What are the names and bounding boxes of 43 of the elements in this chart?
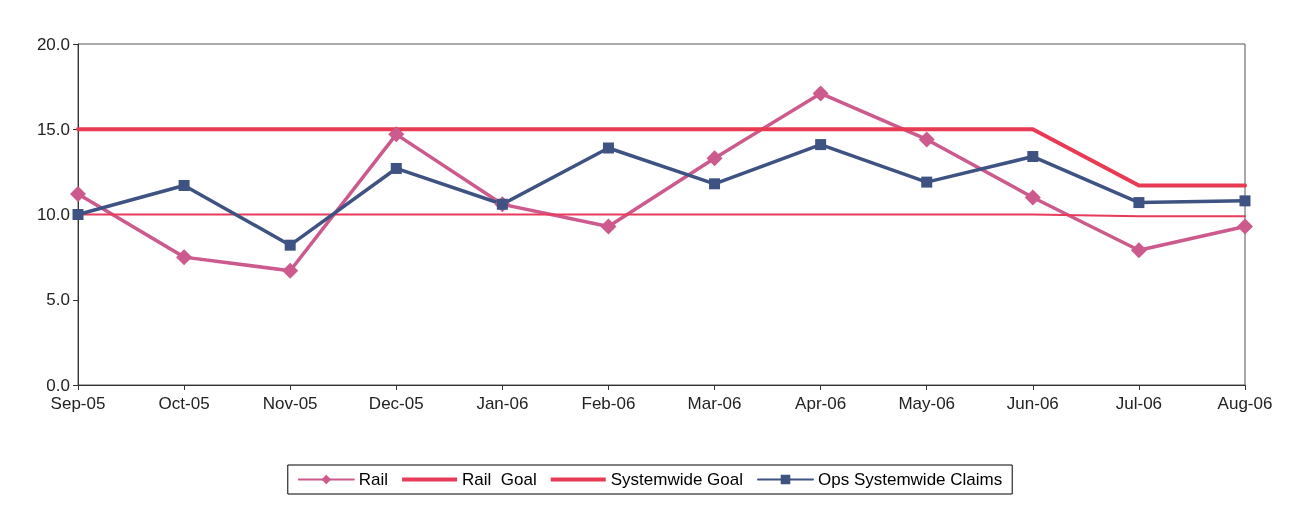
y-tick-label: 15.0 [36,119,70,139]
point [176,249,193,266]
x-tick-label: Apr-06 [795,394,847,413]
point [921,176,933,188]
point [388,126,405,143]
point [1237,218,1253,235]
legend-label: Rail [358,470,389,489]
point [602,142,614,154]
y-tick-label: 5.0 [46,290,70,310]
legend-label: Rail Goal [462,470,537,489]
x-tick-label: Aug-06 [1217,394,1273,413]
y-tick-label: 20.0 [36,34,70,54]
y-tick-label: 0.0 [46,375,70,395]
point [600,218,617,235]
y-tick-label: 10.0 [36,205,70,224]
point [178,180,190,192]
point [1027,151,1039,163]
x-tick-label: Sep-05 [50,394,106,413]
point [1024,189,1041,206]
point [70,186,86,203]
point [815,139,827,151]
point [812,85,829,102]
x-tick-label: May-06 [898,394,956,413]
point [390,162,402,174]
point [282,262,299,279]
point [709,178,721,190]
x-tick-label: Feb-06 [581,394,636,413]
x-tick-label: Mar-06 [687,394,742,413]
x-tick-label: Oct-05 [158,394,210,413]
x-tick-label: Nov-05 [262,394,318,413]
x-tick-label: Jul-06 [1115,394,1163,413]
point [1239,195,1251,207]
legend-label: Ops Systemwide Claims [817,470,1003,489]
x-tick-label: Dec-05 [368,394,424,413]
point [284,239,296,251]
point [72,209,84,220]
x-tick-label: Jun-06 [1006,394,1059,413]
point [1130,242,1147,259]
point [1133,197,1145,209]
x-tick-label: Jan-06 [476,394,529,413]
point [706,150,723,167]
point [918,131,935,148]
legend-label: Systemwide Goal [610,470,743,489]
